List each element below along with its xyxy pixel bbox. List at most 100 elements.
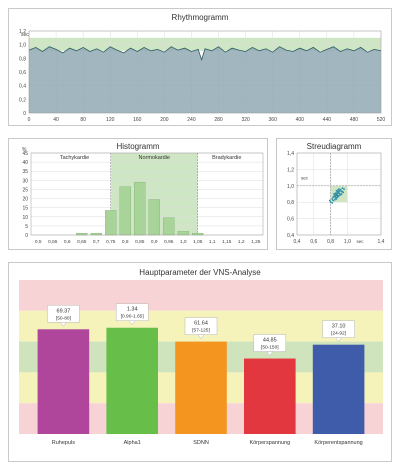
vns-bar bbox=[37, 329, 90, 434]
scatter-point bbox=[337, 189, 340, 191]
histogram-bar bbox=[119, 186, 131, 236]
zone-label: Normokardie bbox=[139, 155, 170, 161]
x-tick-label: 0,75 bbox=[106, 239, 116, 245]
histogram-bar bbox=[90, 232, 102, 236]
y-tick-label: 5 bbox=[25, 224, 28, 230]
scatter-point bbox=[341, 187, 344, 190]
y-tick-label: 0,4 bbox=[19, 84, 26, 90]
x-tick-label: 280 bbox=[214, 117, 223, 123]
rhythmogram-title: Rhythmogramm bbox=[171, 13, 229, 22]
histogram-panel: Histogramm 0 5 10 15 20 25 30 35 40 45% Tachykardi… bbox=[8, 138, 268, 250]
series-area bbox=[29, 46, 381, 114]
range-label: [24-92] bbox=[331, 331, 346, 337]
x-tick-label: 0,8 bbox=[122, 239, 129, 245]
histogram-chart: 0 5 10 15 20 25 30 35 40 45% Tachykardie Normokardi… bbox=[22, 147, 264, 245]
x-tick-label: 1,15 bbox=[222, 239, 232, 245]
y-tick-label: 20 bbox=[22, 197, 28, 203]
x-tick-label: 1,25 bbox=[251, 239, 261, 245]
x-axis-label: sec bbox=[356, 239, 364, 244]
scatter-point bbox=[333, 193, 336, 195]
scatter-panel: Streudiagramm 0,4 0,6 0,8 1,0 1,2 1,4 0,4 0,6 0,… bbox=[276, 138, 392, 250]
plot-frame bbox=[28, 30, 382, 114]
category-label: Alpha1 bbox=[124, 440, 141, 446]
scatter-point bbox=[340, 193, 343, 195]
y-tick-label: 0 bbox=[23, 111, 26, 117]
y-tick-label: 25 bbox=[22, 187, 28, 193]
scatter-point bbox=[343, 188, 345, 190]
rhythmogram-chart: 0 0,2 0,4 0,6 0,8 1,0 1,2 0 40 80 120 160 200 240 280 3… bbox=[19, 29, 386, 123]
x-tick-label: 0,7 bbox=[93, 239, 100, 245]
scatter-point bbox=[331, 198, 334, 200]
vns-bar bbox=[106, 327, 158, 434]
category-label: Körperspannung bbox=[249, 440, 290, 446]
scatter-point bbox=[331, 202, 334, 204]
x-tick-label: 0,5 bbox=[35, 239, 42, 245]
scatter-point bbox=[332, 196, 335, 199]
vns-title: Hauptparameter der VNS-Analyse bbox=[139, 268, 261, 277]
normal-band bbox=[29, 37, 381, 51]
value-label: 44.85 bbox=[263, 338, 277, 344]
scatter-point bbox=[336, 194, 339, 197]
y-tick-label: 0,8 bbox=[19, 56, 26, 62]
y-tick-label: 0,8 bbox=[287, 200, 294, 206]
x-tick-label: 80 bbox=[80, 117, 86, 123]
vns-bar bbox=[244, 358, 296, 434]
y-tick-label: 0,6 bbox=[19, 70, 26, 76]
value-label: 61.64 bbox=[194, 321, 208, 327]
x-tick-label: 1,4 bbox=[378, 239, 385, 245]
y-tick-label: 10 bbox=[22, 215, 28, 221]
scatter-point bbox=[333, 198, 336, 201]
y-tick-label: 45 bbox=[22, 151, 28, 157]
scatter-point bbox=[332, 199, 335, 202]
value-label: 69.37 bbox=[57, 308, 71, 314]
y-tick-label: 0 bbox=[25, 233, 28, 239]
series-line bbox=[28, 46, 382, 62]
callout-pointer bbox=[335, 337, 343, 343]
reference-band bbox=[19, 280, 383, 311]
vns-chart: 69.37[50-80] Ruhepuls 1.34[0.90-1.65] Alpha… bbox=[19, 280, 383, 446]
histogram-title: Histogramm bbox=[116, 142, 160, 151]
scatter-point bbox=[341, 190, 344, 193]
y-axis-label: % bbox=[22, 147, 27, 153]
callout-pointer bbox=[266, 351, 274, 356]
y-tick-label: 1,0 bbox=[19, 43, 26, 49]
y-tick-label: 0,2 bbox=[19, 97, 26, 103]
y-tick-label: 15 bbox=[22, 206, 28, 212]
x-tick-label: 0,6 bbox=[310, 239, 317, 245]
y-tick-label: 1,2 bbox=[287, 167, 294, 173]
x-tick-label: 0,95 bbox=[164, 239, 174, 245]
range-label: [50-80] bbox=[56, 315, 71, 321]
x-tick-label: 520 bbox=[377, 117, 386, 123]
callout-pointer bbox=[59, 322, 67, 327]
zone-label: Tachykardie bbox=[60, 155, 89, 161]
vns-panel: Hauptparameter der VNS-Analyse 69.37 [50-… bbox=[8, 262, 392, 462]
y-tick-label: 1,0 bbox=[287, 184, 294, 190]
histogram-bar bbox=[177, 231, 189, 236]
x-tick-label: 440 bbox=[323, 117, 332, 123]
value-label: 37.10 bbox=[332, 324, 346, 330]
rhythmogram-panel: Rhythmogramm 0 0,2 0,4 0,6 0,8 1,0 1,2 0 40 80 120… bbox=[8, 8, 392, 126]
x-tick-label: 0,55 bbox=[48, 239, 58, 245]
x-tick-label: 0,85 bbox=[135, 239, 145, 245]
y-tick-label: 30 bbox=[22, 178, 28, 184]
histogram-bar bbox=[76, 232, 88, 236]
x-tick-label: 1,2 bbox=[238, 239, 245, 245]
x-tick-label: 120 bbox=[106, 117, 115, 123]
y-axis-label: sec bbox=[21, 32, 29, 38]
scatter-point bbox=[329, 201, 332, 204]
x-tick-label: 0,65 bbox=[77, 239, 87, 245]
scatter-chart: 0,4 0,6 0,8 1,0 1,2 1,4 0,4 0,6 0,8 1,0 1,4 sec sec bbox=[287, 151, 385, 245]
x-tick-label: 160 bbox=[133, 117, 142, 123]
y-tick-label: 1,4 bbox=[287, 151, 294, 157]
x-tick-label: 0,4 bbox=[294, 239, 301, 245]
x-tick-label: 0 bbox=[28, 117, 31, 123]
range-label: [50-150] bbox=[261, 345, 279, 351]
vns-bar bbox=[175, 341, 227, 434]
x-tick-label: 40 bbox=[53, 117, 59, 123]
histogram-bar bbox=[163, 217, 175, 236]
callout-pointer bbox=[197, 334, 205, 340]
x-tick-label: 1,05 bbox=[193, 239, 203, 245]
x-tick-label: 1,1 bbox=[209, 239, 216, 245]
scatter-point bbox=[328, 199, 331, 202]
scatter-title: Streudiagramm bbox=[306, 142, 362, 151]
